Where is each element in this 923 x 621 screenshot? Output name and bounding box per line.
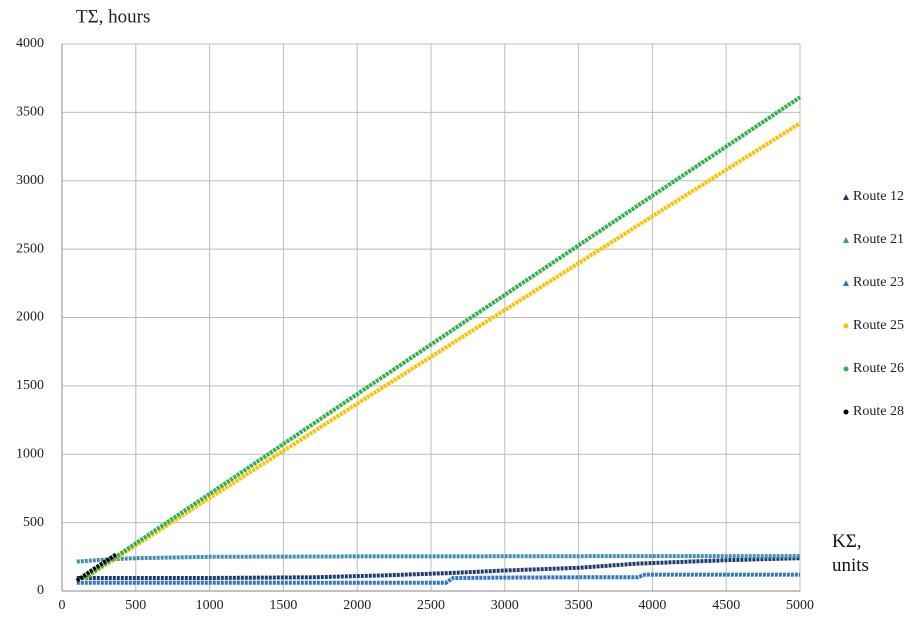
y-tick-label: 1000 <box>16 446 44 461</box>
series-line <box>76 556 801 580</box>
legend-marker <box>843 323 849 329</box>
y-tick-label: 2000 <box>16 310 44 325</box>
y-tick-label: 3500 <box>16 105 44 120</box>
legend-marker <box>843 366 849 372</box>
x-tick-label: 500 <box>125 598 146 613</box>
legend-label: Route 23 <box>853 275 904 290</box>
x-tick-label: 1500 <box>269 598 297 613</box>
x-tick-label: 0 <box>59 598 66 613</box>
legend-label: Route 12 <box>853 189 904 204</box>
y-tick-label: 3000 <box>16 173 44 188</box>
legend-label: Route 21 <box>853 232 904 247</box>
y-tick-label: 2500 <box>16 241 44 256</box>
legend-marker <box>843 237 849 243</box>
x-axis-label: KΣ, units <box>832 531 869 576</box>
series-line <box>83 121 802 581</box>
legend-label: Route 28 <box>853 404 904 419</box>
x-tick-label: 4500 <box>712 598 740 613</box>
y-tick-label: 1500 <box>16 378 44 393</box>
x-tick-label: 3000 <box>491 598 519 613</box>
legend-marker <box>843 194 849 200</box>
y-tick-label: 500 <box>23 515 44 530</box>
x-tick-label: 4000 <box>638 598 666 613</box>
legend-label: Route 26 <box>853 361 904 376</box>
legend-marker <box>843 280 849 286</box>
x-tick-label: 3500 <box>565 598 593 613</box>
legend-label: Route 25 <box>853 318 904 333</box>
x-tick-label: 5000 <box>786 598 814 613</box>
series-line <box>76 554 800 564</box>
series-line <box>75 552 118 583</box>
y-tick-label: 0 <box>37 583 44 598</box>
x-tick-label: 2000 <box>343 598 371 613</box>
series-line <box>82 95 802 580</box>
x-tick-label: 2500 <box>417 598 445 613</box>
series-line <box>76 572 800 585</box>
x-tick-label: 1000 <box>196 598 224 613</box>
legend-marker <box>843 409 849 415</box>
y-axis-label: TΣ, hours <box>76 6 150 27</box>
y-tick-label: 4000 <box>16 36 44 51</box>
